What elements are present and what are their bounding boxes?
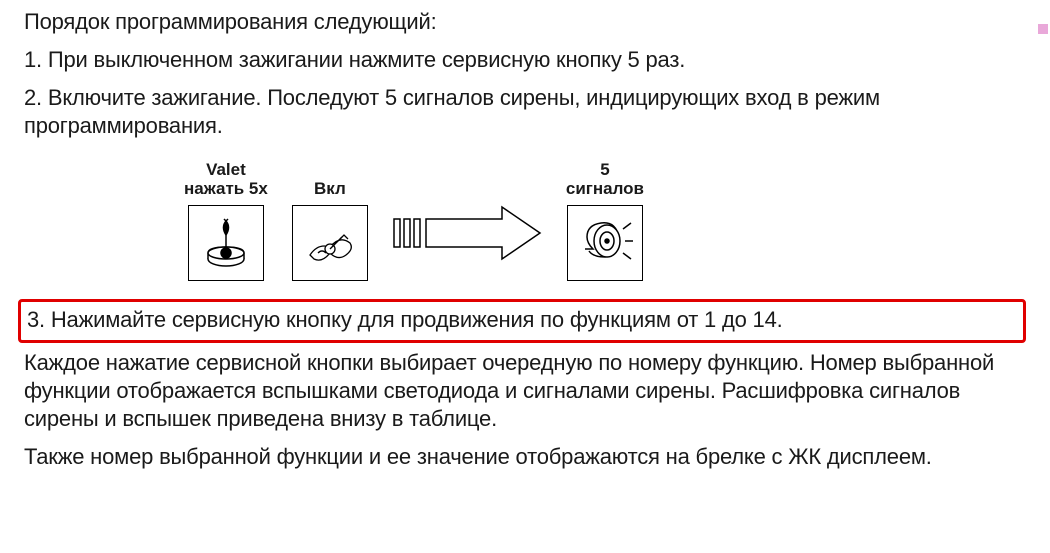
step-1-text: 1. При выключенном зажигании нажмите сер… [24, 46, 1026, 74]
siren-speaker-icon [567, 205, 643, 281]
post-step3-text-b: Также номер выбранной функции и ее значе… [24, 443, 1026, 471]
arrow-right-icon [392, 205, 542, 266]
diagram-ignition-label: Вкл [314, 159, 346, 199]
step-2-text: 2. Включите зажигание. Последуют 5 сигна… [24, 84, 1026, 140]
diagram-valet-label: Valet нажать 5х [184, 159, 268, 199]
procedure-diagram: Valet нажать 5х [184, 159, 1026, 281]
intro-text: Порядок программирования следующий: [24, 8, 1026, 36]
diagram-siren-label-line2: сигналов [566, 179, 644, 199]
step-3-highlight: 3. Нажимайте сервисную кнопку для продви… [18, 299, 1026, 343]
post-step3-text-a: Каждое нажатие сервисной кнопки выбирает… [24, 349, 1026, 433]
diagram-valet: Valet нажать 5х [184, 159, 268, 281]
document-page: Порядок программирования следующий: 1. П… [0, 0, 1050, 493]
diagram-valet-label-line1: Valet [184, 160, 268, 180]
scroll-marker [1038, 24, 1048, 34]
valet-button-icon [188, 205, 264, 281]
ignition-key-icon [292, 205, 368, 281]
diagram-siren: 5 сигналов [566, 159, 644, 281]
diagram-siren-label-line1: 5 [566, 160, 644, 180]
diagram-ignition-label-line1: Вкл [314, 179, 346, 199]
step-3-text: 3. Нажимайте сервисную кнопку для продви… [27, 306, 1017, 334]
diagram-siren-label: 5 сигналов [566, 159, 644, 199]
scroll-gutter [1036, 0, 1048, 493]
diagram-ignition: Вкл [292, 159, 368, 281]
diagram-valet-label-line2: нажать 5х [184, 179, 268, 199]
